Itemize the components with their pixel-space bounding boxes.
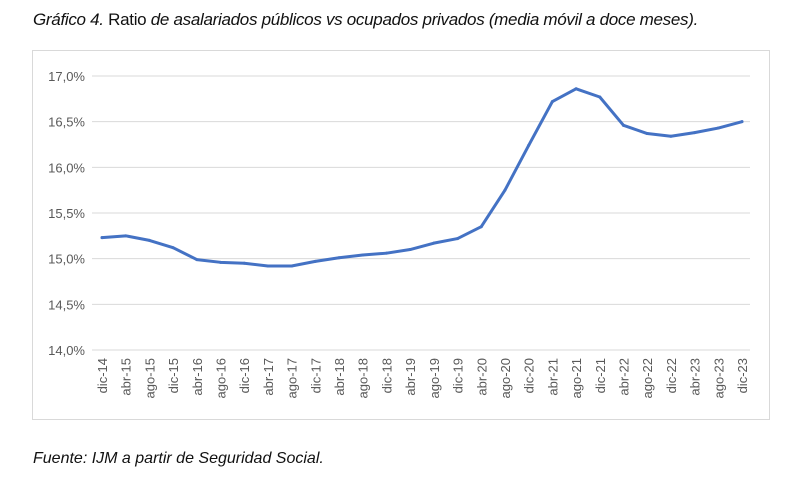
data-point xyxy=(384,251,388,255)
x-tick-label: abr-17 xyxy=(261,358,276,396)
data-point xyxy=(669,134,673,138)
y-tick-label: 17,0% xyxy=(48,69,85,84)
y-tick-label: 15,0% xyxy=(48,252,85,267)
data-point xyxy=(147,238,151,242)
y-tick-label: 16,5% xyxy=(48,115,85,130)
x-tick-label: ago-15 xyxy=(142,358,157,398)
data-point xyxy=(242,261,246,265)
x-tick-label: ago-18 xyxy=(356,358,371,398)
x-tick-label: abr-21 xyxy=(545,358,560,396)
x-tick-label: ago-17 xyxy=(285,358,300,398)
y-tick-label: 16,0% xyxy=(48,160,85,175)
data-point xyxy=(100,236,104,240)
x-tick-label: ago-20 xyxy=(498,358,513,398)
x-tick-label: abr-15 xyxy=(119,358,134,396)
x-tick-label: abr-18 xyxy=(332,358,347,396)
data-point xyxy=(290,264,294,268)
x-tick-label: ago-21 xyxy=(569,358,584,398)
title-rest: de asalariados públicos vs ocupados priv… xyxy=(150,10,699,29)
x-tick-label: ago-19 xyxy=(427,358,442,398)
x-tick-label: ago-16 xyxy=(214,358,229,398)
data-point xyxy=(432,241,436,245)
y-tick-label: 14,0% xyxy=(48,343,85,358)
x-tick-label: abr-19 xyxy=(403,358,418,396)
data-point xyxy=(598,95,602,99)
source-note: Fuente: IJM a partir de Seguridad Social… xyxy=(33,450,324,467)
data-point xyxy=(479,225,483,229)
data-point xyxy=(195,258,199,262)
data-point xyxy=(337,256,341,260)
x-tick-label: dic-20 xyxy=(522,358,537,393)
data-point xyxy=(693,131,697,135)
data-point xyxy=(645,132,649,136)
data-point xyxy=(621,123,625,127)
x-tick-label: dic-23 xyxy=(735,358,750,393)
data-point xyxy=(456,237,460,241)
data-point xyxy=(266,264,270,268)
y-tick-label: 15,5% xyxy=(48,206,85,221)
x-tick-label: dic-22 xyxy=(664,358,679,393)
x-tick-label: dic-17 xyxy=(308,358,323,393)
x-tick-label: abr-22 xyxy=(616,358,631,396)
data-point xyxy=(574,87,578,91)
series-line xyxy=(100,87,744,268)
data-point xyxy=(408,248,412,252)
x-tick-label: ago-23 xyxy=(711,358,726,398)
x-tick-label: dic-19 xyxy=(451,358,466,393)
chart-title: Gráfico 4. Ratio de asalariados públicos… xyxy=(33,10,698,30)
x-tick-label: dic-14 xyxy=(95,358,110,393)
x-tick-label: dic-15 xyxy=(166,358,181,393)
x-tick-label: abr-23 xyxy=(688,358,703,396)
x-tick-label: abr-20 xyxy=(474,358,489,396)
y-tick-label: 14,5% xyxy=(48,297,85,312)
x-tick-label: dic-18 xyxy=(379,358,394,393)
data-point xyxy=(550,100,554,104)
x-tick-label: dic-21 xyxy=(593,358,608,393)
chart-frame xyxy=(32,50,770,420)
x-tick-label: dic-16 xyxy=(237,358,252,393)
data-point xyxy=(171,246,175,250)
data-point xyxy=(219,260,223,264)
data-point xyxy=(716,126,720,130)
data-point xyxy=(361,253,365,257)
data-point xyxy=(313,259,317,263)
data-point xyxy=(740,120,744,124)
data-point xyxy=(124,234,128,238)
title-prefix: Gráfico 4. xyxy=(33,10,104,29)
data-point xyxy=(503,188,507,192)
data-point xyxy=(527,143,531,147)
x-tick-label: abr-16 xyxy=(190,358,205,396)
x-tick-label: ago-22 xyxy=(640,358,655,398)
title-word: Ratio xyxy=(108,10,147,29)
